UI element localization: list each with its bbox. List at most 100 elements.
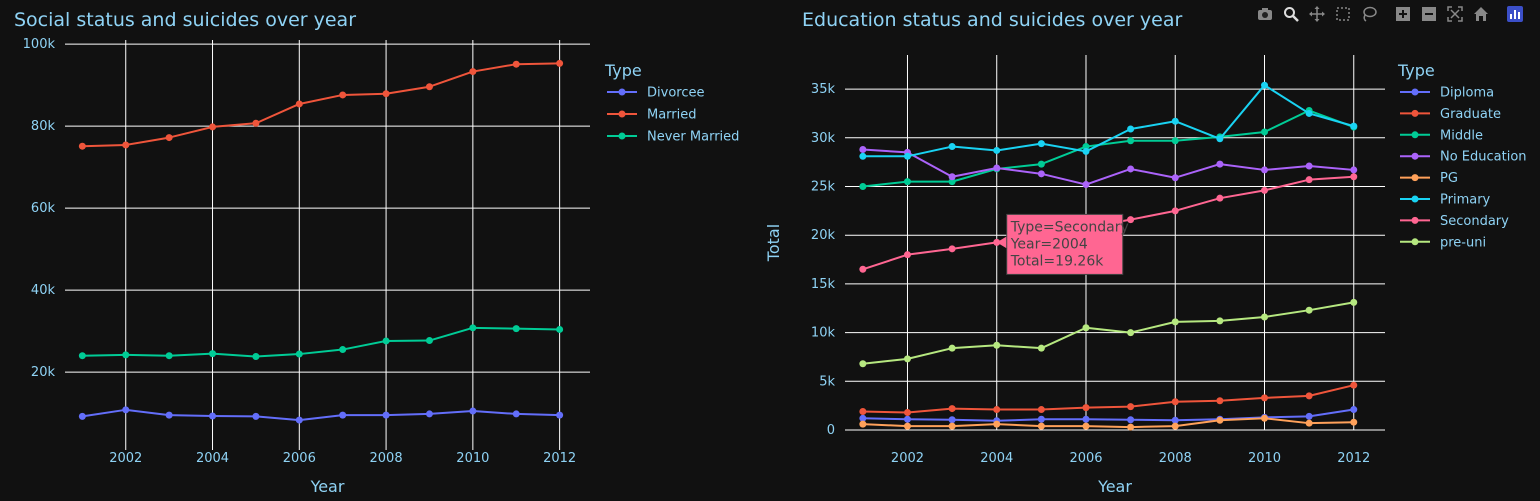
data-point[interactable] xyxy=(512,410,520,418)
data-point[interactable] xyxy=(469,68,477,76)
data-point[interactable] xyxy=(425,83,433,91)
data-point[interactable] xyxy=(209,350,217,358)
data-point[interactable] xyxy=(469,324,477,332)
data-point[interactable] xyxy=(993,146,1001,154)
data-point[interactable] xyxy=(1127,416,1135,424)
data-point[interactable] xyxy=(339,411,347,419)
data-point[interactable] xyxy=(512,60,520,68)
legend-item[interactable]: Middle xyxy=(1400,128,1483,143)
data-point[interactable] xyxy=(948,245,956,253)
data-point[interactable] xyxy=(1261,313,1269,321)
data-point[interactable] xyxy=(1082,181,1090,189)
data-point[interactable] xyxy=(1216,416,1224,424)
legend-item[interactable]: Graduate xyxy=(1400,107,1501,122)
data-point[interactable] xyxy=(1171,174,1179,182)
data-point[interactable] xyxy=(1216,135,1224,143)
series-line[interactable] xyxy=(862,301,1354,365)
data-point[interactable] xyxy=(1261,81,1269,89)
data-point[interactable] xyxy=(1082,404,1090,412)
data-point[interactable] xyxy=(1171,117,1179,125)
data-point[interactable] xyxy=(1305,419,1313,427)
data-point[interactable] xyxy=(1037,344,1045,352)
data-point[interactable] xyxy=(1261,166,1269,174)
data-point[interactable] xyxy=(948,173,956,181)
pan-button[interactable] xyxy=(1304,4,1330,24)
data-point[interactable] xyxy=(382,411,390,419)
data-point[interactable] xyxy=(1037,422,1045,430)
data-point[interactable] xyxy=(252,353,260,361)
data-point[interactable] xyxy=(122,141,130,149)
data-point[interactable] xyxy=(1082,422,1090,430)
data-point[interactable] xyxy=(339,91,347,99)
data-point[interactable] xyxy=(1171,416,1179,424)
data-point[interactable] xyxy=(859,360,867,368)
data-point[interactable] xyxy=(1171,422,1179,430)
data-point[interactable] xyxy=(993,420,1001,428)
series-line[interactable] xyxy=(82,408,560,422)
data-point[interactable] xyxy=(122,406,130,414)
data-point[interactable] xyxy=(1350,381,1358,389)
data-point[interactable] xyxy=(903,355,911,363)
series-line[interactable] xyxy=(862,84,1355,158)
data-point[interactable] xyxy=(556,325,564,333)
data-point[interactable] xyxy=(1305,306,1313,314)
data-point[interactable] xyxy=(1305,176,1313,184)
autoscale-button[interactable] xyxy=(1442,4,1468,24)
data-point[interactable] xyxy=(382,90,390,98)
data-point[interactable] xyxy=(1082,147,1090,155)
data-point[interactable] xyxy=(209,412,217,420)
data-point[interactable] xyxy=(948,422,956,430)
series-line[interactable] xyxy=(862,408,1354,422)
data-point[interactable] xyxy=(78,352,86,360)
legend-item[interactable]: No Education xyxy=(1400,150,1527,165)
data-point[interactable] xyxy=(295,350,303,358)
data-point[interactable] xyxy=(1037,140,1045,148)
data-point[interactable] xyxy=(903,415,911,423)
series-line[interactable] xyxy=(82,326,560,358)
data-point[interactable] xyxy=(859,145,867,153)
data-point[interactable] xyxy=(209,123,217,131)
data-point[interactable] xyxy=(1216,317,1224,325)
data-point[interactable] xyxy=(252,119,260,127)
data-point[interactable] xyxy=(469,407,477,415)
data-point[interactable] xyxy=(1350,122,1358,130)
legend-item[interactable]: Diploma xyxy=(1400,86,1494,101)
data-point[interactable] xyxy=(1037,406,1045,414)
data-point[interactable] xyxy=(1305,162,1313,170)
data-point[interactable] xyxy=(1350,418,1358,426)
data-point[interactable] xyxy=(1350,166,1358,174)
data-point[interactable] xyxy=(1261,186,1269,194)
data-point[interactable] xyxy=(948,344,956,352)
data-point[interactable] xyxy=(1127,329,1135,337)
legend-item[interactable]: Married xyxy=(607,108,697,123)
data-point[interactable] xyxy=(859,152,867,160)
data-point[interactable] xyxy=(1171,137,1179,145)
data-point[interactable] xyxy=(903,422,911,430)
data-point[interactable] xyxy=(903,152,911,160)
data-point[interactable] xyxy=(1216,160,1224,168)
data-point[interactable] xyxy=(295,100,303,108)
data-point[interactable] xyxy=(78,142,86,150)
data-point[interactable] xyxy=(1127,137,1135,145)
data-point[interactable] xyxy=(556,59,564,67)
data-point[interactable] xyxy=(1350,298,1358,306)
data-point[interactable] xyxy=(1261,414,1269,422)
data-point[interactable] xyxy=(1171,398,1179,406)
series-line[interactable] xyxy=(862,109,1355,188)
data-point[interactable] xyxy=(1037,160,1045,168)
series-line[interactable] xyxy=(862,384,1354,414)
series-line[interactable] xyxy=(862,148,1354,186)
data-point[interactable] xyxy=(78,412,86,420)
data-point[interactable] xyxy=(859,265,867,273)
reset-axes-button[interactable] xyxy=(1468,4,1494,24)
zoom-out-button[interactable] xyxy=(1416,4,1442,24)
data-point[interactable] xyxy=(252,412,260,420)
data-point[interactable] xyxy=(948,178,956,186)
series-line[interactable] xyxy=(82,62,560,148)
data-point[interactable] xyxy=(512,325,520,333)
data-point[interactable] xyxy=(1305,392,1313,400)
data-point[interactable] xyxy=(1127,403,1135,411)
data-point[interactable] xyxy=(1037,415,1045,423)
data-point[interactable] xyxy=(1037,170,1045,178)
lasso-select-button[interactable] xyxy=(1356,4,1382,24)
